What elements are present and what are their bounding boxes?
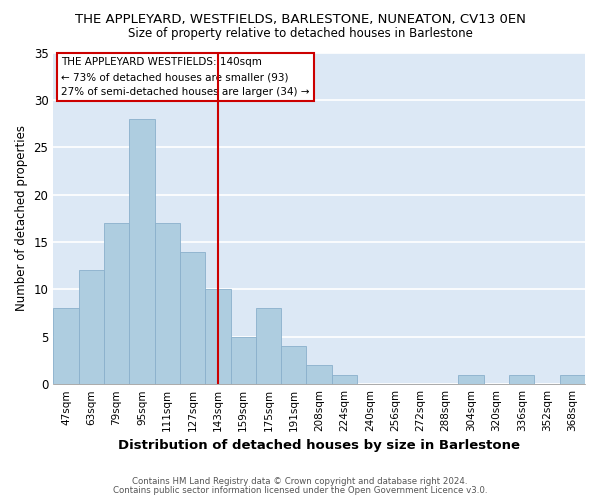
Bar (155, 223, 180, 384)
Text: Contains public sector information licensed under the Open Government Licence v3: Contains public sector information licen… (113, 486, 487, 495)
Text: Size of property relative to detached houses in Barlestone: Size of property relative to detached ho… (128, 28, 472, 40)
Bar (332, 374, 357, 384)
Bar (281, 346, 307, 384)
Bar (509, 374, 535, 384)
Text: THE APPLEYARD, WESTFIELDS, BARLESTONE, NUNEATON, CV13 0EN: THE APPLEYARD, WESTFIELDS, BARLESTONE, N… (74, 12, 526, 26)
Bar (230, 337, 256, 384)
Y-axis label: Number of detached properties: Number of detached properties (15, 126, 28, 312)
Bar (307, 365, 332, 384)
X-axis label: Distribution of detached houses by size in Barlestone: Distribution of detached houses by size … (118, 440, 520, 452)
Bar (205, 290, 230, 384)
Bar (129, 119, 155, 384)
Bar (560, 374, 585, 384)
Bar (458, 374, 484, 384)
Bar (180, 252, 205, 384)
Text: THE APPLEYARD WESTFIELDS: 140sqm
← 73% of detached houses are smaller (93)
27% o: THE APPLEYARD WESTFIELDS: 140sqm ← 73% o… (61, 58, 310, 97)
Bar (256, 308, 281, 384)
Bar (104, 223, 129, 384)
Text: Contains HM Land Registry data © Crown copyright and database right 2024.: Contains HM Land Registry data © Crown c… (132, 477, 468, 486)
Bar (53, 308, 79, 384)
Bar (79, 270, 104, 384)
